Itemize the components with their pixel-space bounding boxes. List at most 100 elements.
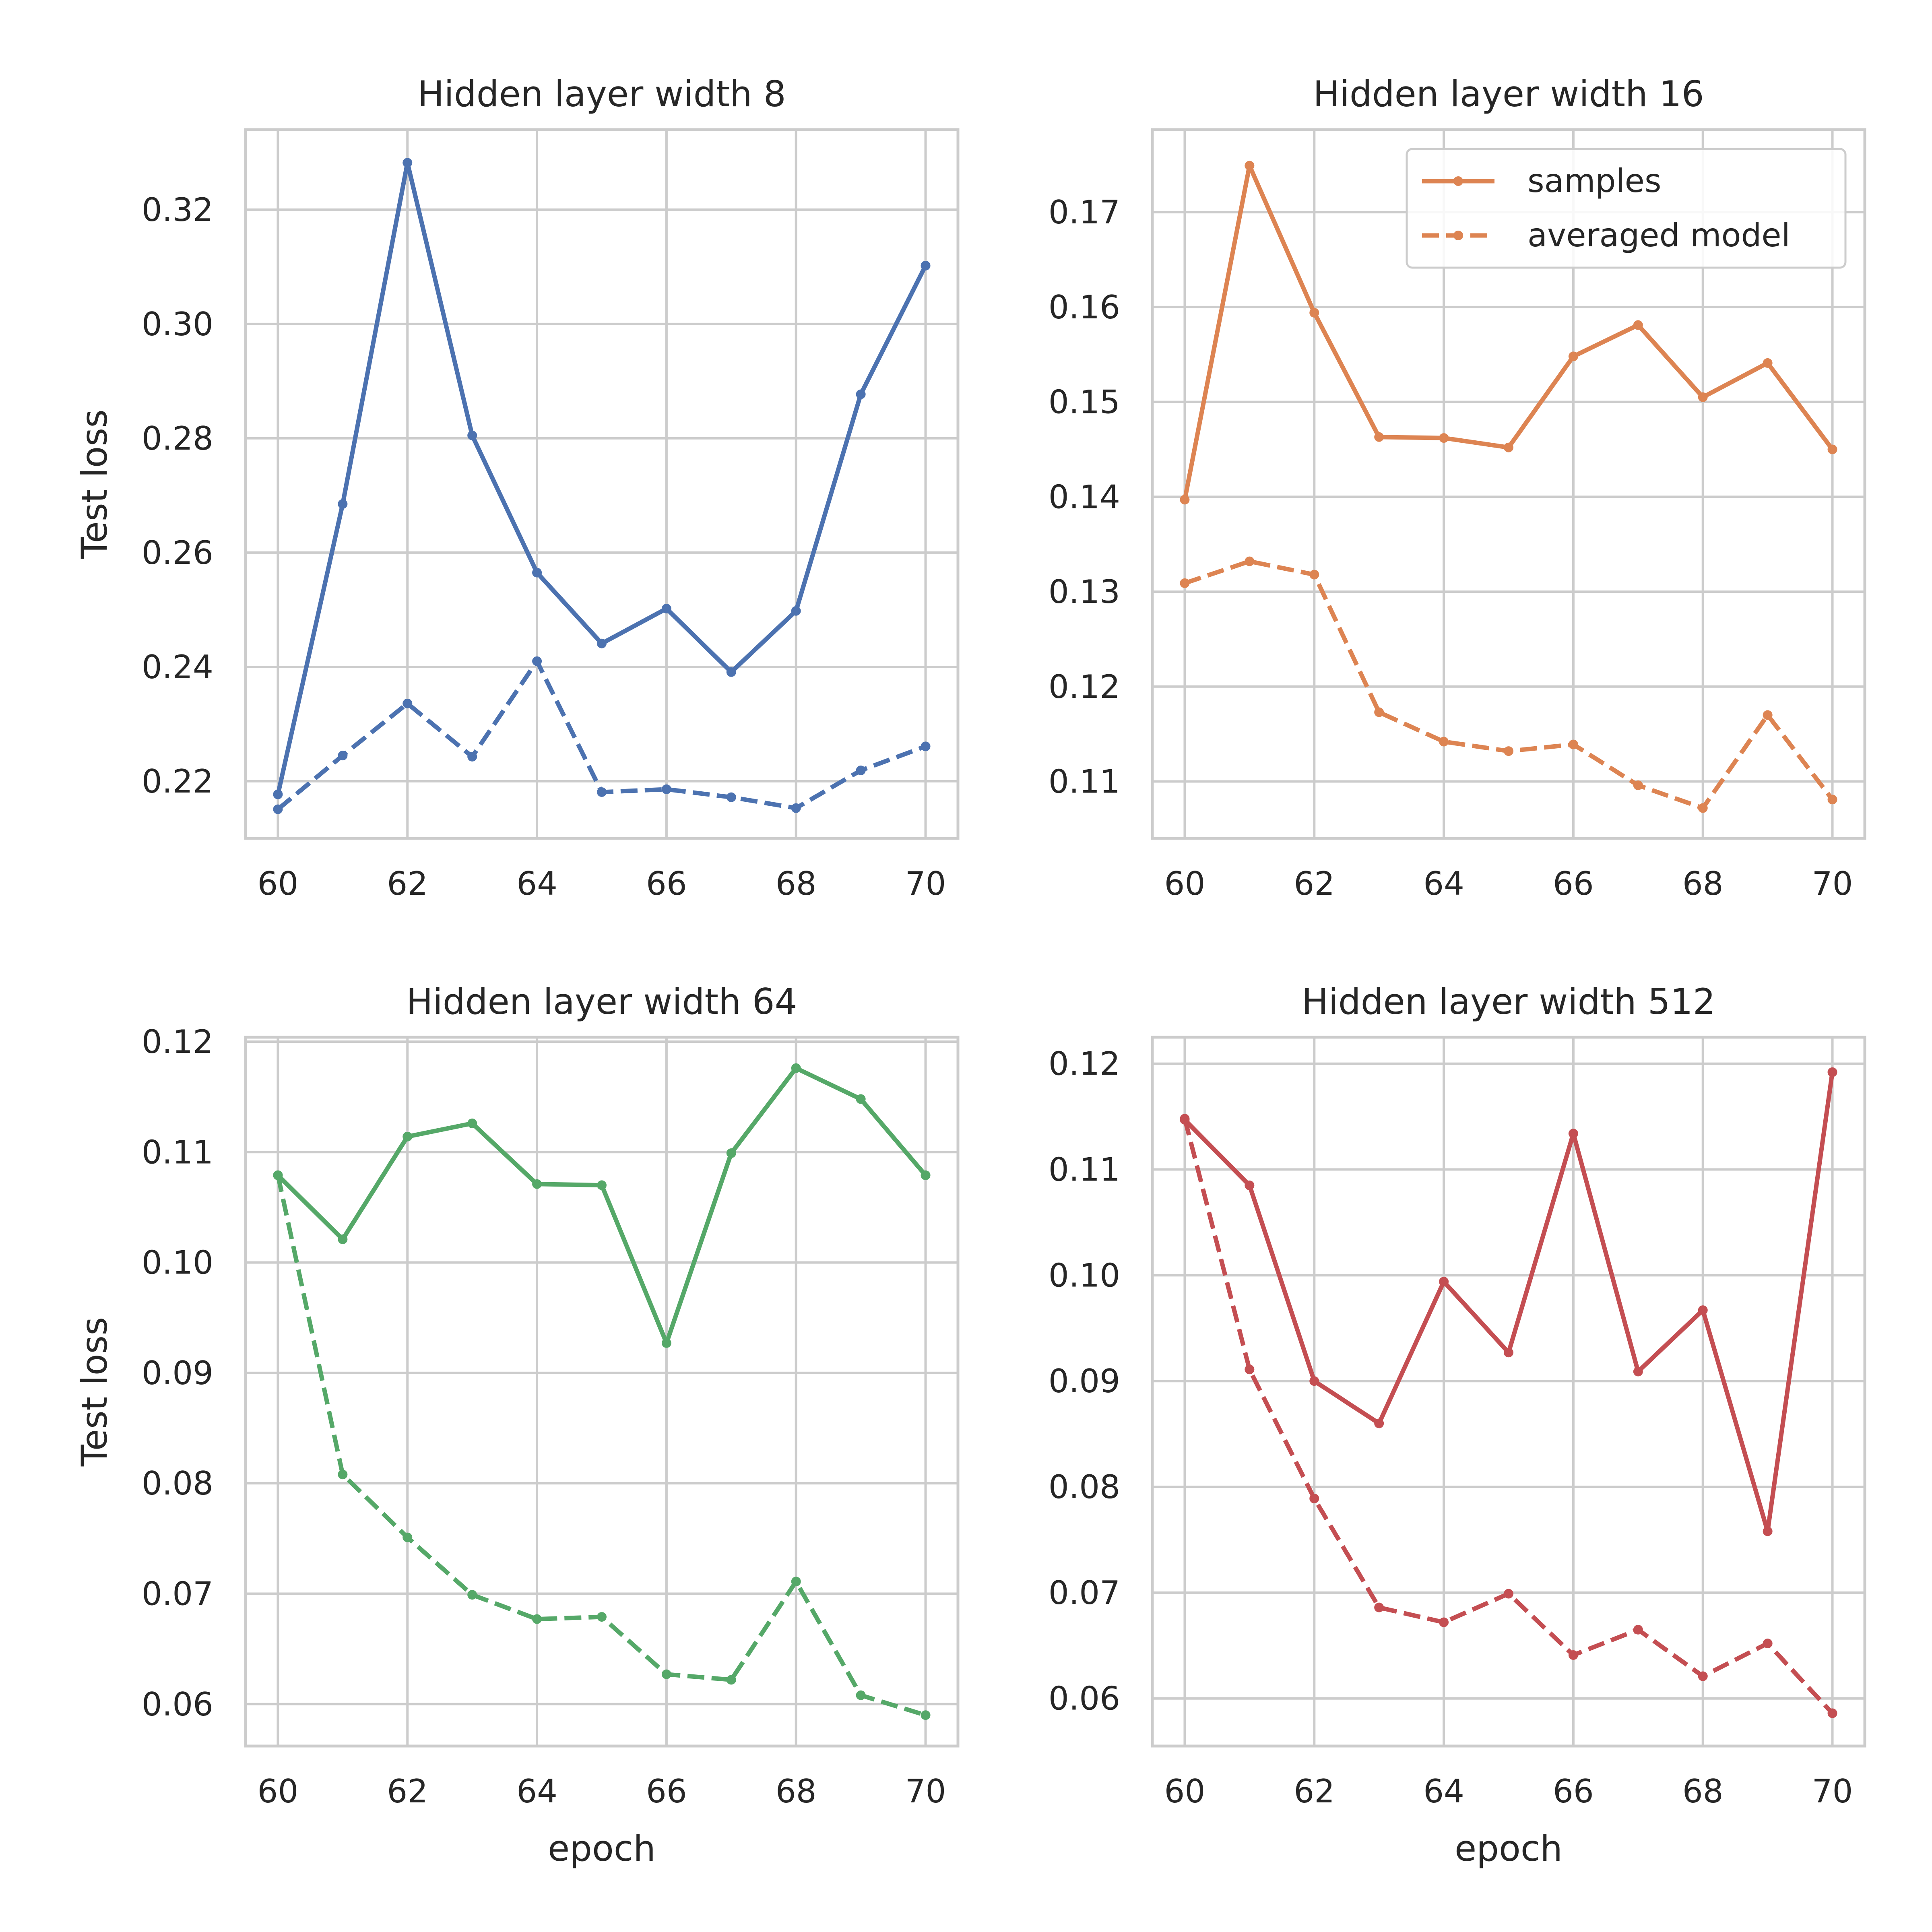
data-point [338,751,348,761]
data-point [1309,570,1319,580]
data-point [1374,432,1384,442]
y-tick-label: 0.06 [142,1686,213,1723]
y-tick-label: 0.11 [142,1133,213,1171]
x-tick-label: 68 [776,1773,817,1810]
data-point [1698,1671,1708,1681]
data-point [1504,1348,1513,1358]
data-point [1698,1305,1708,1315]
data-point [1374,707,1384,717]
legend: samples averaged model [1406,148,1847,269]
y-tick-labels: 0.11 0.12 0.13 0.14 0.15 0.16 0.17 [1049,194,1120,800]
x-tick-label: 60 [1164,865,1205,902]
series-samples [273,158,931,799]
data-point [1245,1364,1255,1375]
data-point [1439,433,1449,443]
data-point [402,1131,413,1141]
data-point [532,1179,542,1189]
data-point [1374,1418,1384,1428]
data-point [467,1590,477,1600]
y-tick-label: 0.26 [142,534,213,572]
data-point [1245,1180,1255,1190]
axes-frame [1151,1036,1866,1748]
x-tick-label: 64 [516,865,557,902]
data-point [1633,780,1643,790]
data-point [1568,1129,1578,1139]
x-tick-label: 66 [1553,1773,1594,1810]
data-point [532,568,542,578]
data-point [402,1532,413,1542]
y-tick-label: 0.30 [142,305,213,343]
legend-entry: averaged model [1527,217,1790,254]
x-tick-label: 62 [1294,1773,1335,1810]
series-averaged-model [1180,556,1837,813]
y-tick-label: 0.14 [1049,478,1120,516]
y-tick-label: 0.12 [1049,1045,1120,1083]
y-tick-label: 0.13 [1049,573,1120,611]
y-tick-label: 0.07 [1049,1574,1120,1612]
data-point [1504,442,1513,452]
data-point [726,1148,736,1158]
subplot-4: 60 62 64 66 68 70 0.06 0.07 0.08 0.09 0.10 0.11 0.12… [1049,981,1866,1869]
data-point [1439,1277,1449,1287]
axes-frame [1151,128,1866,840]
data-point [1633,1366,1643,1377]
x-tick-labels: 60 62 64 66 68 70 [1164,865,1853,902]
y-tick-label: 0.16 [1049,289,1120,326]
series-averaged-model [273,1170,931,1720]
data-point [856,766,866,776]
subplots: 60 62 64 66 68 70 0.22 0.24 0.26 0.28 0.30 0.32 Hidd… [74,73,1866,1869]
subplot-title: Hidden layer width 512 [1302,981,1715,1022]
y-tick-labels: 0.06 0.07 0.08 0.09 0.10 0.11 0.12 [1049,1045,1120,1717]
y-tick-label: 0.10 [1049,1257,1120,1294]
x-tick-label: 66 [646,865,687,902]
data-point [661,1338,671,1348]
y-tick-label: 0.22 [142,763,213,800]
y-tick-label: 0.09 [1049,1362,1120,1400]
data-point [921,1170,931,1180]
y-tick-label: 0.07 [142,1575,213,1612]
data-point [791,1063,801,1073]
data-point [402,158,413,168]
x-tick-label: 68 [1682,865,1724,902]
legend-entry: samples [1527,162,1662,200]
x-tick-label: 70 [1812,1773,1853,1810]
data-point [856,389,866,399]
data-point [1504,1589,1513,1599]
y-axis-label: Test loss [74,1317,115,1467]
data-point [791,803,801,813]
subplot-title: Hidden layer width 64 [406,981,797,1022]
x-tick-label: 64 [1423,865,1464,902]
data-point [1827,1067,1837,1077]
y-tick-label: 0.09 [142,1354,213,1392]
x-tick-label: 68 [1682,1773,1724,1810]
x-tick-label: 70 [1812,865,1853,902]
data-point [273,1170,283,1180]
x-tick-label: 62 [387,865,428,902]
data-point [597,1180,607,1190]
y-tick-label: 0.10 [142,1244,213,1282]
data-point [1698,803,1708,813]
data-point [1180,578,1190,588]
y-tick-label: 0.08 [142,1465,213,1502]
y-tick-label: 0.11 [1049,1151,1120,1189]
data-point [856,1094,866,1104]
subplot-2: 60 62 64 66 68 70 0.11 0.12 0.13 0.14 0.15 0.16 0.17… [1049,73,1866,902]
data-point [1633,320,1643,330]
data-point [273,789,283,799]
data-point [1180,495,1190,505]
y-tick-label: 0.08 [1049,1468,1120,1506]
data-point [1827,1708,1837,1718]
data-point [1568,739,1578,749]
data-point [597,787,607,797]
grid [246,130,958,838]
y-tick-label: 0.32 [142,191,213,229]
data-point [338,1234,348,1244]
grid [246,1037,958,1746]
x-tick-label: 60 [1164,1773,1205,1810]
data-point [1763,1526,1773,1536]
x-tick-label: 68 [776,865,817,902]
data-point [467,430,477,440]
legend-frame [1406,148,1847,269]
data-point [661,1669,671,1679]
